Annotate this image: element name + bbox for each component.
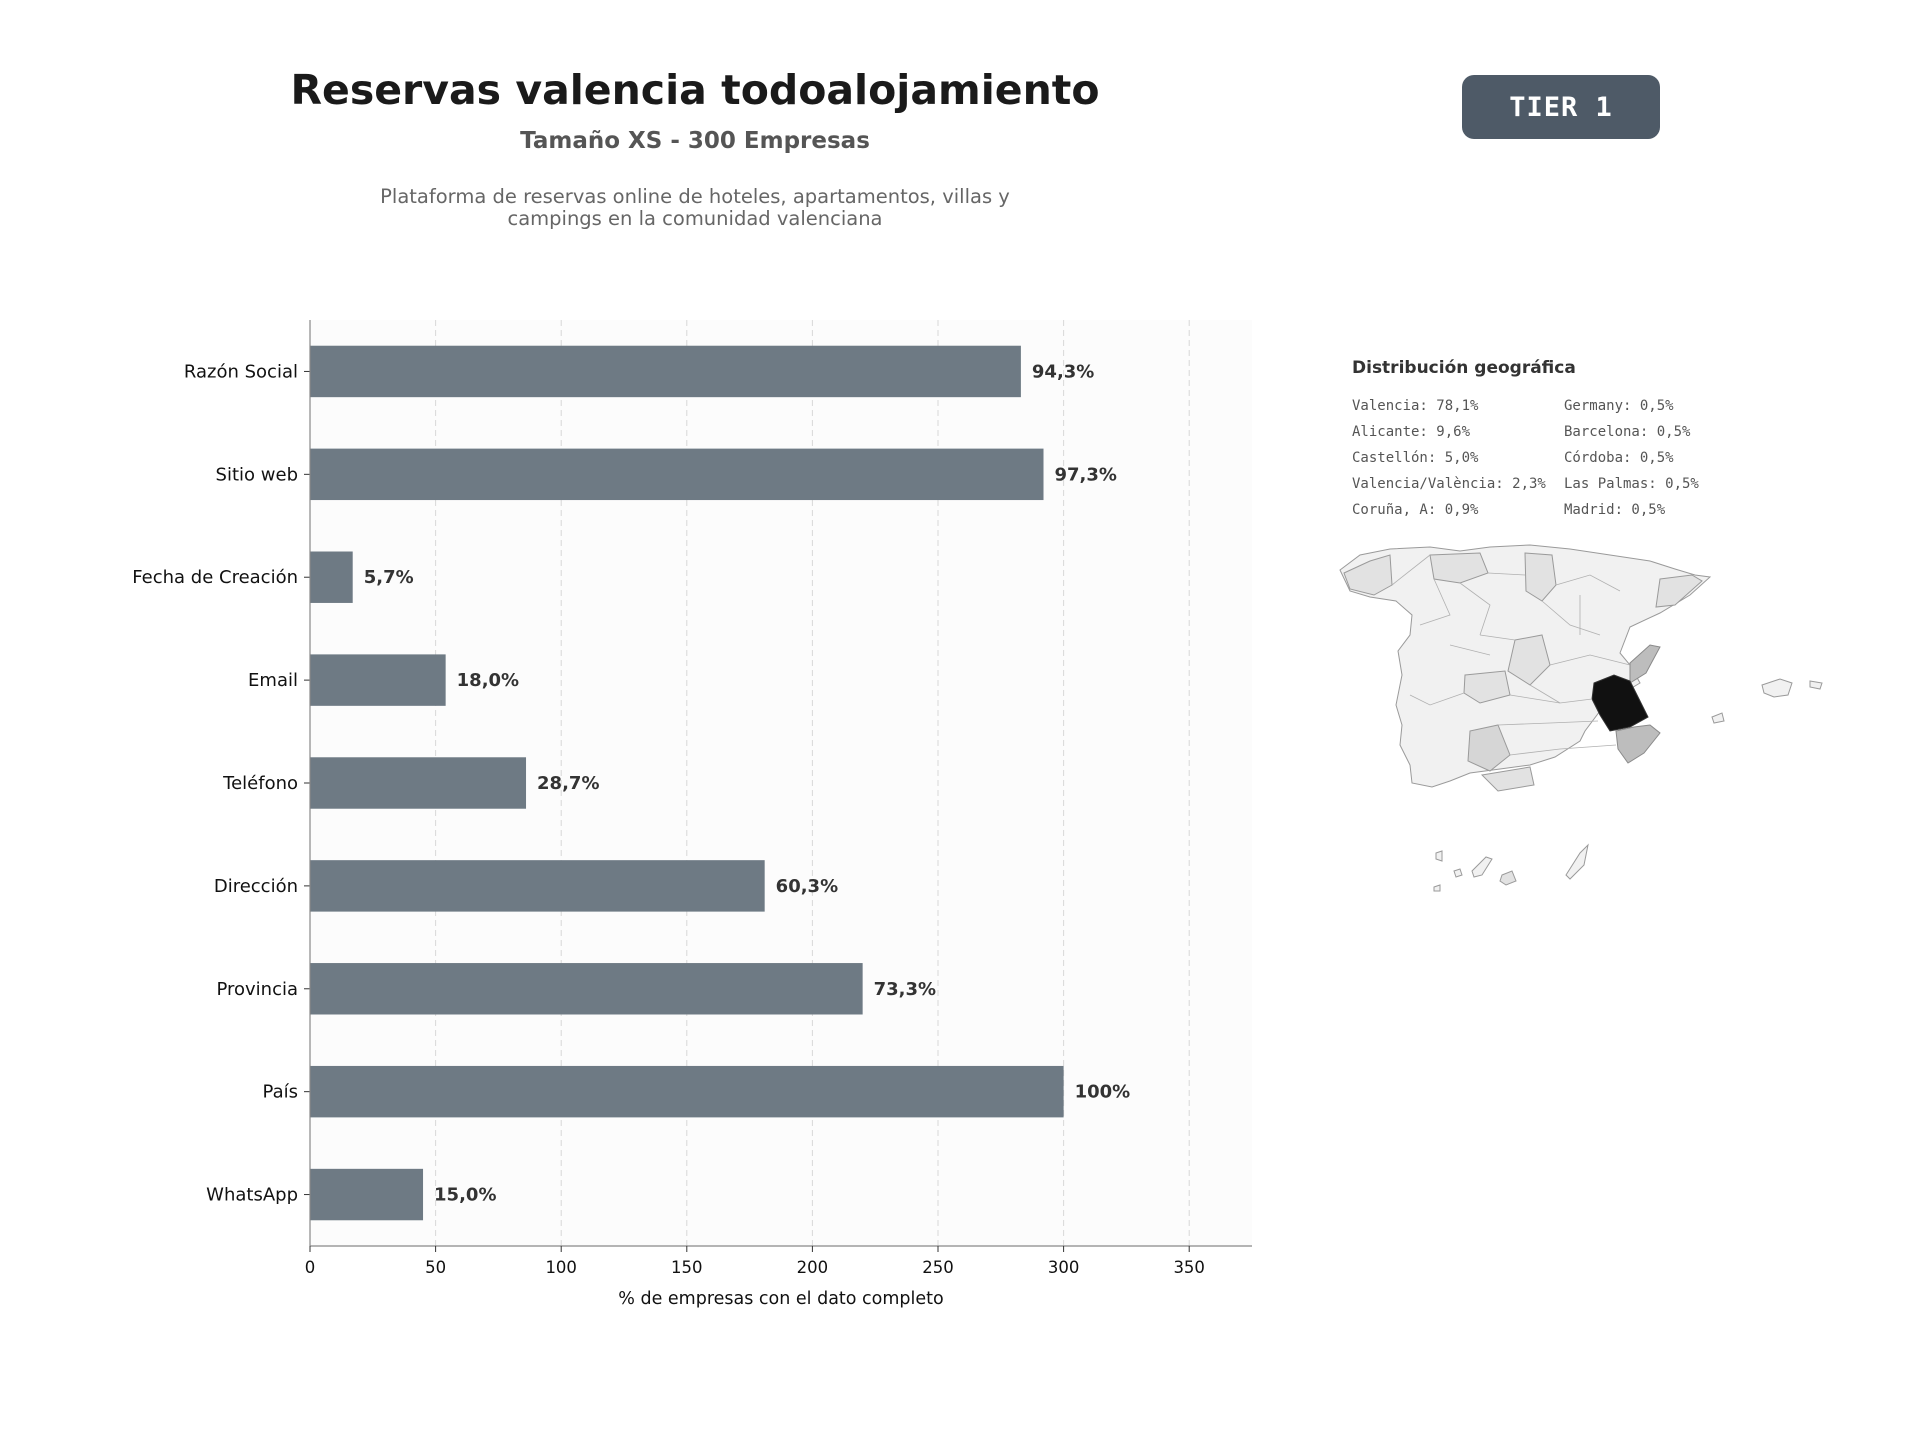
map-balearic-mallorca [1761, 678, 1793, 698]
bar-chart: 94,3% Razón Social 97,3% Sitio web 5,7% Fecha… [132, 320, 1252, 1309]
x-axis-label: % de empresas con el dato completo [618, 1289, 943, 1309]
tier-badge: TIER 1 [1462, 75, 1660, 139]
map-region-south [1480, 766, 1535, 792]
page-title: Reservas valencia todoalojamiento [290, 66, 1100, 114]
map-region-barcelona [1655, 574, 1703, 608]
bar [310, 1065, 1064, 1118]
geo-item: Alicante: 9,6% [1352, 424, 1471, 440]
map-canary-east [1565, 843, 1589, 880]
bar-value-label: 94,3% [1032, 361, 1094, 382]
geo-distribution-title: Distribución geográfica [1352, 358, 1576, 378]
bar [310, 757, 527, 809]
map-region-madrid [1507, 634, 1551, 686]
geo-item: Valencia: 78,1% [1352, 398, 1479, 414]
x-tick-label: 100 [545, 1258, 577, 1277]
x-tick-label: 250 [922, 1258, 954, 1277]
map-balearic-menorca [1809, 680, 1823, 690]
page-subtitle: Tamaño XS - 300 Empresas [520, 128, 870, 154]
y-tick-label: Email [248, 670, 298, 691]
bar [310, 654, 446, 706]
bar-value-label: 5,7% [364, 567, 414, 588]
x-tick-label: 350 [1173, 1258, 1205, 1277]
bar-value-label: 73,3% [874, 979, 936, 1000]
bar-value-label: 28,7% [537, 773, 599, 794]
bar [310, 860, 765, 912]
bar [310, 1168, 424, 1221]
bar [310, 963, 863, 1015]
bar-value-label: 18,0% [457, 670, 519, 691]
x-tick-label: 150 [671, 1258, 703, 1277]
map-region-cordoba [1467, 724, 1511, 772]
y-tick-label: Fecha de Creación [132, 567, 298, 588]
y-tick-label: País [263, 1082, 298, 1103]
map-balearic-ibiza [1711, 712, 1725, 724]
y-tick-label: Teléfono [222, 773, 298, 794]
map-canary-2 [1453, 868, 1463, 878]
y-tick-label: Dirección [214, 876, 298, 897]
x-tick-label: 50 [425, 1258, 446, 1277]
map-region-valencia [1591, 674, 1649, 732]
map-region-alicante [1615, 724, 1661, 764]
bar-value-label: 97,3% [1055, 464, 1117, 485]
x-tick-label: 200 [797, 1258, 829, 1277]
bar [310, 345, 1021, 398]
geo-item: Coruña, A: 0,9% [1352, 502, 1479, 518]
bar-value-label: 100% [1075, 1082, 1131, 1103]
page-description: Plataforma de reservas online de hoteles… [0, 186, 1390, 230]
map-region-north [1429, 552, 1489, 584]
geo-item: Valencia/València: 2,3% [1352, 476, 1546, 492]
bar-value-label: 60,3% [776, 876, 838, 897]
map-canary-gran [1499, 870, 1517, 886]
bar [310, 448, 1044, 501]
bar [310, 551, 353, 603]
y-tick-label: Sitio web [216, 464, 298, 485]
spain-map [1339, 544, 1823, 892]
map-region-navarra [1524, 552, 1557, 602]
geo-item: Las Palmas: 0,5% [1564, 476, 1699, 492]
x-tick-label: 0 [305, 1258, 316, 1277]
y-tick-label: Provincia [216, 979, 298, 1000]
description-line-1: Plataforma de reservas online de hoteles… [380, 185, 1010, 208]
x-tick-label: 300 [1048, 1258, 1080, 1277]
map-region-center-west [1463, 670, 1511, 704]
geo-item: Germany: 0,5% [1564, 398, 1674, 414]
map-canary-3 [1471, 856, 1493, 878]
bar-value-label: 15,0% [434, 1185, 496, 1206]
description-line-2: campings en la comunidad valenciana [507, 207, 883, 230]
y-tick-label: WhatsApp [206, 1185, 298, 1206]
y-tick-label: Razón Social [184, 361, 298, 382]
geo-item: Madrid: 0,5% [1564, 502, 1666, 518]
map-canary-1 [1435, 850, 1443, 862]
geo-item: Barcelona: 0,5% [1564, 424, 1691, 440]
map-canary-hierro [1433, 884, 1441, 892]
geo-item: Córdoba: 0,5% [1564, 450, 1674, 466]
map-region-castellon [1629, 644, 1661, 684]
geo-item: Castellón: 5,0% [1352, 450, 1479, 466]
